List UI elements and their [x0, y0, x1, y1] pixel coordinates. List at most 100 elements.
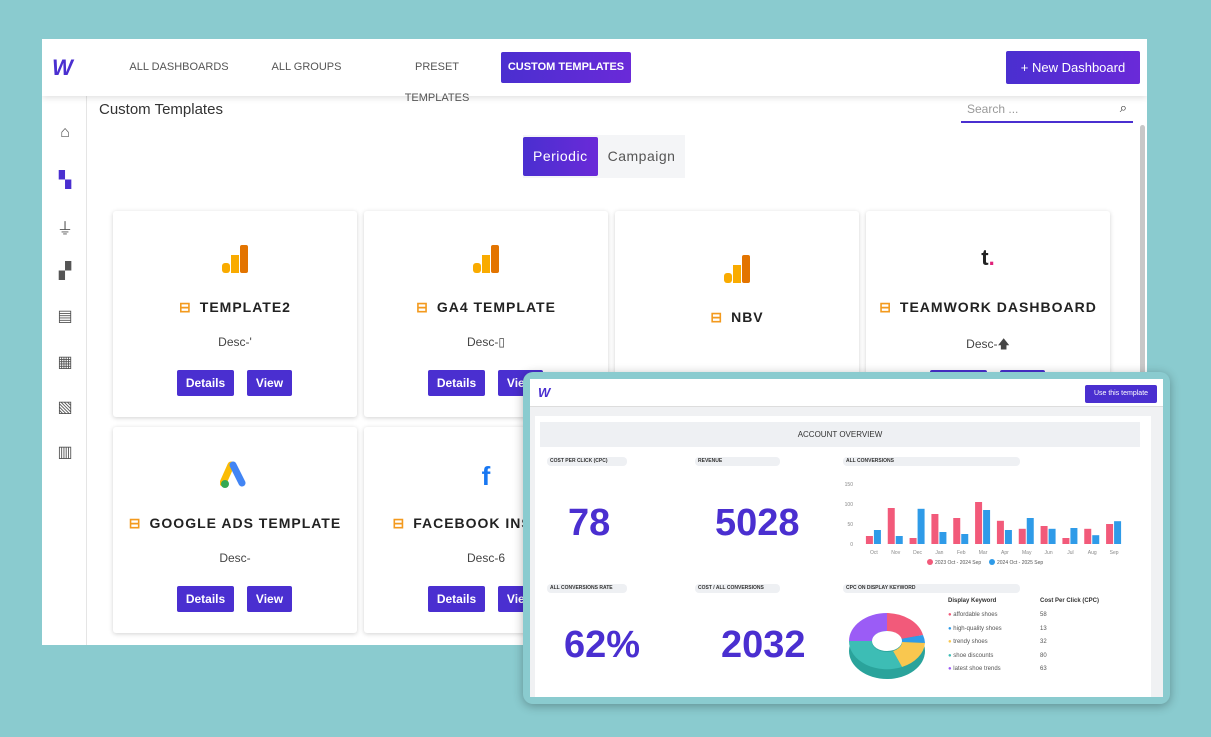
bar — [917, 508, 925, 544]
keyword-value: 80 — [1040, 652, 1047, 659]
template-desc: Desc-🡅 — [966, 337, 1010, 351]
keyword-value: 32 — [1040, 639, 1047, 645]
bar — [1048, 528, 1056, 544]
use-template-button[interactable]: Use this template — [1085, 385, 1157, 403]
google-ads-icon — [219, 461, 246, 488]
layout-icon[interactable]: ▦ — [57, 354, 73, 371]
bar — [873, 530, 881, 544]
template-icon: ⊟ — [392, 515, 406, 531]
view-button[interactable]: View — [247, 370, 292, 396]
x-tick-label: Jul — [1067, 550, 1073, 556]
column-header: Cost Per Click (CPC) — [1040, 598, 1100, 604]
x-tick-label: Nov — [891, 550, 900, 556]
bar — [939, 532, 947, 544]
kpi-value: 62% — [564, 624, 641, 666]
search-placeholder: Search ... — [967, 102, 1019, 116]
x-tick-label: Feb — [957, 550, 966, 556]
template-desc: Desc-' — [218, 335, 252, 349]
preview-header: W Use this template — [530, 379, 1163, 407]
scrollbar[interactable] — [1140, 125, 1145, 425]
dashboard-icon[interactable]: ▚ — [58, 172, 72, 189]
chart-file-icon[interactable]: ▥ — [57, 444, 73, 461]
kpi-value: 5028 — [715, 502, 800, 544]
kpi-label: REVENUE — [695, 457, 780, 466]
keyword-value: 13 — [1040, 625, 1047, 632]
template-name: ⊟ NBV — [710, 309, 764, 325]
bar — [1070, 528, 1078, 544]
search-icon[interactable]: ⌕ — [1119, 100, 1127, 115]
csv-file-icon[interactable]: ▤ — [57, 308, 73, 325]
details-button[interactable]: Details — [177, 370, 234, 396]
template-desc: Desc-6 — [466, 551, 505, 565]
search-input[interactable]: Search ... ⌕ — [961, 97, 1133, 123]
keyword-row: ● affordable shoes — [948, 612, 998, 618]
section-title: ACCOUNT OVERVIEW — [540, 422, 1140, 447]
x-tick-label: Aug — [1088, 550, 1097, 556]
bar — [865, 536, 873, 544]
google-analytics-icon — [724, 255, 750, 283]
y-tick-label: 0 — [850, 542, 853, 548]
bar — [887, 508, 895, 544]
bar — [983, 510, 991, 544]
tab-custom-templates[interactable]: CUSTOM TEMPLATES — [501, 52, 631, 83]
details-button[interactable]: Details — [428, 586, 485, 612]
bar — [975, 502, 983, 544]
template-desc: Desc- — [219, 551, 251, 565]
google-analytics-icon — [222, 245, 248, 273]
conversions-bar-chart: 0 50 100 150 Oct Nov Dec Jan Feb Mar Apr May Jun Jul A… — [845, 482, 1122, 566]
report-icon[interactable]: ▧ — [57, 399, 73, 416]
legend-dot: ● — [948, 625, 952, 632]
new-dashboard-button[interactable]: + New Dashboard — [1006, 51, 1140, 84]
template-icon: ⊟ — [416, 299, 429, 315]
tab-all-dashboards[interactable]: ALL DASHBOARDS — [129, 61, 229, 73]
bar — [895, 536, 903, 544]
kpi-label: ALL CONVERSIONS RATE — [547, 584, 627, 593]
keyword-row: ● latest shoe trends — [948, 666, 1001, 672]
bar — [1018, 528, 1026, 544]
keyword-row: ● high-quality shoes — [948, 625, 1002, 632]
bar — [996, 520, 1004, 544]
bar — [931, 514, 939, 544]
keyword-row: ● shoe discounts — [948, 652, 994, 659]
template-card[interactable]: ⊟ GOOGLE ADS TEMPLATE Desc- Details View — [113, 427, 357, 633]
template-name: ⊟ TEAMWORK DASHBOARD — [879, 299, 1097, 315]
kpi-label: COST / ALL CONVERSIONS — [695, 584, 780, 593]
segment-periodic[interactable]: Periodic — [523, 137, 598, 176]
details-button[interactable]: Details — [428, 370, 485, 396]
home-icon[interactable]: ⌂ — [60, 124, 70, 141]
x-tick-label: Jun — [1045, 550, 1053, 556]
google-analytics-icon — [473, 245, 499, 273]
donut-slice — [848, 641, 902, 670]
legend-dot: ● — [948, 639, 952, 645]
keyword-value: 63 — [1040, 666, 1047, 672]
x-tick-label: Jan — [935, 550, 943, 556]
legend-dot: ● — [948, 612, 952, 618]
template-icon: ⊟ — [710, 309, 724, 325]
legend-dot: ● — [948, 652, 952, 659]
bar — [1114, 521, 1122, 544]
app-logo[interactable]: W — [52, 55, 73, 80]
plug-icon[interactable]: ⏚ — [56, 221, 73, 238]
app-window: W ALL DASHBOARDS ALL GROUPS PRESET TEMPL… — [42, 39, 1147, 645]
view-button[interactable]: View — [247, 586, 292, 612]
y-tick-label: 100 — [845, 502, 854, 508]
tab-preset-templates[interactable]: PRESET TEMPLATES — [404, 61, 470, 104]
template-name: ⊟ GA4 TEMPLATE — [416, 299, 556, 315]
details-button[interactable]: Details — [177, 586, 234, 612]
segment-campaign[interactable]: Campaign — [607, 148, 676, 164]
facebook-icon: f — [481, 461, 491, 491]
donut-title: CPC ON DISPLAY KEYWORD — [843, 584, 1020, 593]
top-nav: W ALL DASHBOARDS ALL GROUPS PRESET TEMPL… — [42, 39, 1147, 104]
template-card[interactable]: ⊟ TEMPLATE2 Desc-' Details View — [113, 211, 357, 417]
keyword-row: ● trendy shoes — [948, 639, 988, 645]
template-icon: ⊟ — [128, 515, 142, 531]
donut-slice — [887, 613, 923, 639]
legend-label: 2023 Oct - 2024 Sep — [935, 560, 981, 566]
template-name: ⊟ GOOGLE ADS TEMPLATE — [128, 515, 342, 531]
tab-all-groups[interactable]: ALL GROUPS — [271, 61, 342, 73]
add-widget-icon[interactable]: ▞ — [58, 263, 72, 280]
chart-title: ALL CONVERSIONS — [843, 457, 1020, 466]
donut-slice — [893, 642, 925, 667]
legend-dot: ● — [948, 666, 952, 672]
x-tick-label: Apr — [1001, 550, 1009, 556]
